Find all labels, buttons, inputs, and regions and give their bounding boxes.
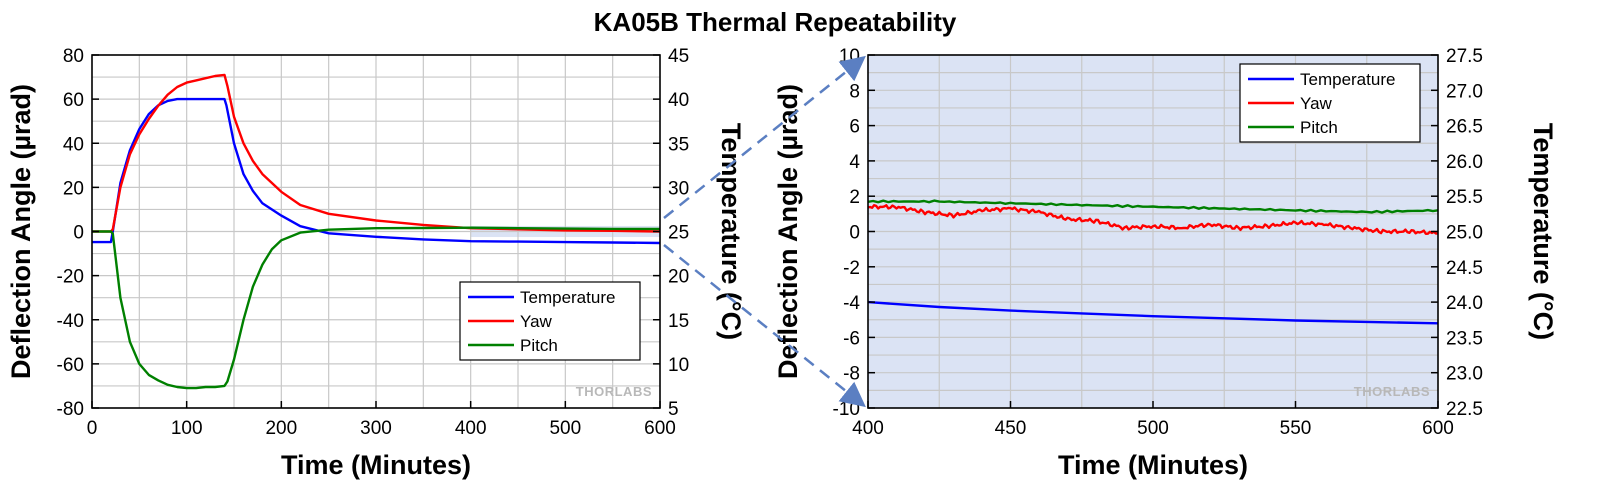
y-tick-label: -4 (843, 293, 860, 314)
y2-tick-label: 26.0 (1446, 152, 1483, 173)
y-tick-label: 80 (63, 46, 84, 67)
y-tick-label: -20 (57, 267, 84, 288)
y-tick-label: 0 (73, 223, 84, 244)
x-axis: 400 450 500 550 600 Time (Minutes) (852, 401, 1454, 480)
y2-tick-label: 30 (668, 178, 689, 199)
y-tick-label: 0 (849, 223, 860, 244)
legend-label-pitch: Pitch (520, 336, 558, 355)
y-tick-label: 60 (63, 90, 84, 111)
series-line-pitch (92, 226, 660, 390)
y2-axis-label: Temperature (°C) (716, 123, 746, 340)
y2-tick-label: 45 (668, 46, 689, 67)
x-tick-label: 200 (265, 418, 297, 439)
series-line-yaw (868, 204, 1438, 235)
legend: Temperature Yaw Pitch (1239, 63, 1421, 143)
y-axis-right: 5 10 15 20 25 30 35 40 45 Temperature (°C) (653, 46, 746, 420)
y-tick-label: 6 (849, 117, 860, 138)
y-tick-label: -80 (57, 399, 84, 420)
y2-tick-label: 23.0 (1446, 364, 1483, 385)
series-line-temperature (92, 97, 660, 245)
x-tick-label: 500 (549, 418, 581, 439)
y2-tick-label: 35 (668, 134, 689, 155)
y-tick-label: -60 (57, 355, 84, 376)
x-axis: 0 100 200 300 400 500 600 Time (Minutes) (87, 401, 676, 480)
y2-tick-label: 23.5 (1446, 328, 1483, 349)
y-tick-label: 2 (849, 187, 860, 208)
x-tick-label: 300 (360, 418, 392, 439)
legend-label-pitch: Pitch (1300, 118, 1338, 137)
y2-tick-label: 27.0 (1446, 81, 1483, 102)
x-tick-label: 600 (1422, 418, 1454, 439)
y2-tick-label: 24.5 (1446, 258, 1483, 279)
y2-tick-label: 10 (668, 355, 689, 376)
series-line-pitch (868, 199, 1438, 214)
y2-tick-label: 22.5 (1446, 399, 1483, 420)
legend-label-temperature: Temperature (1300, 70, 1395, 89)
x-axis-label: Time (Minutes) (281, 450, 471, 480)
legend-label-yaw: Yaw (520, 312, 553, 331)
y-tick-label: -6 (843, 328, 860, 349)
watermark-logo: THORLABS (576, 384, 652, 399)
y-tick-label: -8 (843, 364, 860, 385)
y2-tick-label: 27.5 (1446, 46, 1483, 67)
legend: Temperature Yaw Pitch (459, 281, 641, 361)
chart-title: KA05B Thermal Repeatability (594, 7, 957, 37)
y-tick-label: -10 (833, 399, 860, 420)
x-tick-label: 450 (995, 418, 1027, 439)
y2-tick-label: 25.0 (1446, 223, 1483, 244)
y2-tick-label: 24.0 (1446, 293, 1483, 314)
legend-label-yaw: Yaw (1300, 94, 1333, 113)
zoom-connector-bottom (663, 244, 866, 408)
x-tick-label: 600 (644, 418, 676, 439)
y2-tick-label: 40 (668, 90, 689, 111)
y2-tick-label: 15 (668, 311, 689, 332)
zoom-connectors (663, 55, 866, 408)
series-group (868, 199, 1438, 325)
series-line-yaw (92, 73, 660, 233)
y2-tick-label: 20 (668, 267, 689, 288)
watermark-logo: THORLABS (1354, 384, 1430, 399)
y-axis-label: Deflection Angle (µrad) (773, 84, 803, 379)
x-tick-label: 400 (455, 418, 487, 439)
y2-tick-label: 25 (668, 223, 689, 244)
x-tick-label: 550 (1280, 418, 1312, 439)
x-axis-label: Time (Minutes) (1058, 450, 1248, 480)
y2-axis-label: Temperature (°C) (1528, 123, 1558, 340)
y-tick-label: -2 (843, 258, 860, 279)
series-line-temperature (868, 300, 1438, 325)
y-tick-label: 4 (849, 152, 860, 173)
y-tick-label: -40 (57, 311, 84, 332)
x-tick-label: 0 (87, 418, 98, 439)
y-tick-label: 20 (63, 178, 84, 199)
y-tick-label: 8 (849, 81, 860, 102)
zoom-connector-top (663, 55, 866, 219)
y-axis-label: Deflection Angle (µrad) (6, 84, 36, 379)
y2-tick-label: 25.5 (1446, 187, 1483, 208)
right-chart: 400 450 500 550 600 Time (Minutes) -10 -8 -6 -4 -2… (773, 46, 1558, 480)
y2-tick-label: 5 (668, 399, 679, 420)
y-axis-left: -80 -60 -40 -20 0 20 40 60 80 Deflection Angle (µ… (6, 46, 99, 420)
y-tick-label: 40 (63, 134, 84, 155)
series-group (92, 73, 660, 390)
y-axis-right: 22.5 23.0 23.5 24.0 24.5 25.0 25.5 26.0 26.5 27.0… (1431, 46, 1558, 420)
x-tick-label: 400 (852, 418, 884, 439)
legend-label-temperature: Temperature (520, 288, 615, 307)
x-tick-label: 100 (171, 418, 203, 439)
x-tick-label: 500 (1137, 418, 1169, 439)
y2-tick-label: 26.5 (1446, 117, 1483, 138)
